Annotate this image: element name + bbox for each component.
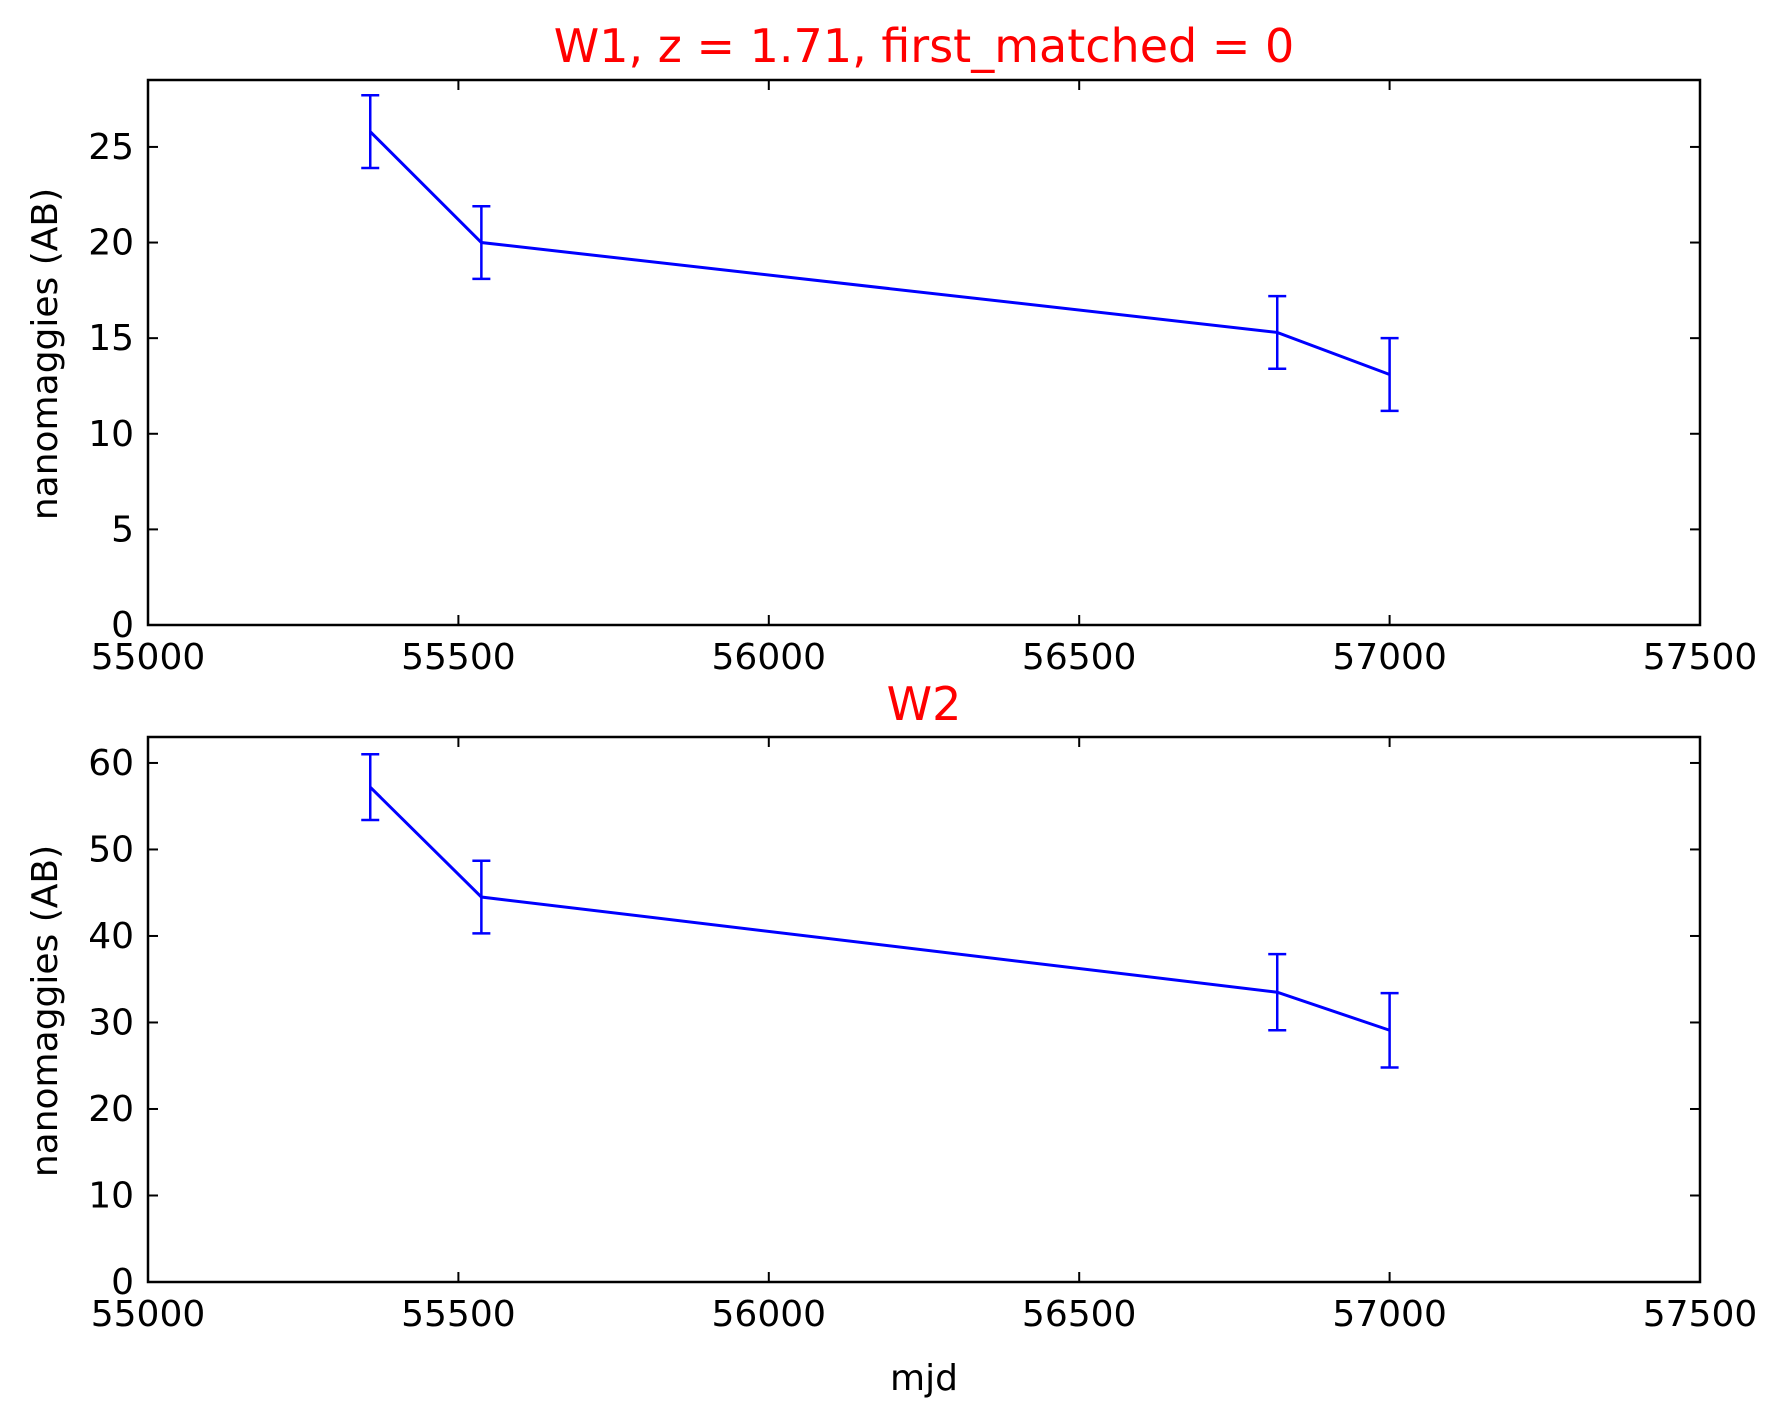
x-tick-label: 57000: [1332, 637, 1447, 678]
y-tick-label: 5: [111, 509, 134, 550]
y-tick-label: 0: [111, 605, 134, 646]
y-tick-label: 15: [88, 318, 134, 359]
x-tick-label: 56500: [1022, 1294, 1137, 1335]
panel-w2: W2 nanomaggies (AB) mjd 55000 55500 56000 5…: [25, 677, 1757, 1399]
series-line: [369, 130, 1391, 376]
panel-title: W2: [887, 677, 962, 731]
x-tick-label: 57500: [1643, 1294, 1758, 1335]
x-tick-label: 55000: [91, 637, 206, 678]
axes-frame: [146, 735, 1702, 1284]
y-axis-label: nanomaggies (AB): [25, 845, 66, 1177]
y-tick-label: 50: [88, 829, 134, 870]
y-tick-label: 20: [88, 1089, 134, 1130]
y-tick-label: 10: [88, 414, 134, 455]
x-axis-label: mjd: [890, 1358, 958, 1399]
axes-frame: [146, 78, 1702, 627]
y-tick-label: 60: [88, 743, 134, 784]
y-tick-label: 30: [88, 1002, 134, 1043]
x-tick-label: 57500: [1643, 637, 1758, 678]
x-tick-label: 56000: [712, 637, 827, 678]
y-tick-label: 25: [88, 127, 134, 168]
panel-title: W1, z = 1.71, first_matched = 0: [554, 19, 1295, 73]
panel-w1: W1, z = 1.71, first_matched = 0 nanomagg…: [25, 19, 1757, 678]
x-tick-label: 55500: [401, 637, 516, 678]
y-axis-label: nanomaggies (AB): [25, 188, 66, 520]
x-tick-label: 55500: [401, 1294, 516, 1335]
x-tick-label: 56500: [1022, 637, 1137, 678]
x-tick-label: 56000: [712, 1294, 827, 1335]
y-tick-label: 40: [88, 916, 134, 957]
x-tick-label: 57000: [1332, 1294, 1447, 1335]
y-tick-label: 10: [88, 1175, 134, 1216]
y-tick-label: 0: [111, 1262, 134, 1303]
plot-area-w1: 55000 55500 56000 56500 57000 57500 0 5 10 15 20 25: [88, 78, 1758, 678]
x-tick-label: 55000: [91, 1294, 206, 1335]
series-line: [369, 786, 1391, 1032]
y-tick-label: 20: [88, 223, 134, 264]
plot-area-w2: 55000 55500 56000 56500 57000 57500 0 10 20 30 40 5…: [88, 735, 1758, 1335]
